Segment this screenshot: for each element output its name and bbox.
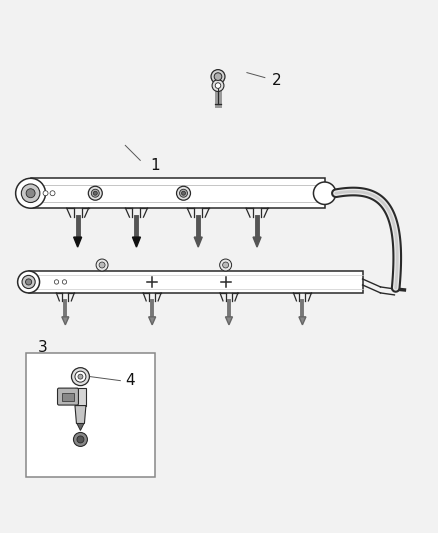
Circle shape	[180, 189, 187, 197]
Bar	[31, 178, 325, 208]
Text: 2: 2	[272, 73, 282, 88]
Text: 1: 1	[150, 158, 160, 173]
Circle shape	[177, 186, 191, 200]
Circle shape	[74, 432, 88, 447]
Circle shape	[99, 262, 105, 268]
Circle shape	[22, 276, 35, 288]
Polygon shape	[74, 237, 81, 247]
Circle shape	[91, 189, 99, 197]
Polygon shape	[62, 317, 69, 325]
Polygon shape	[226, 317, 233, 325]
Polygon shape	[253, 237, 261, 247]
Bar	[62, 393, 74, 401]
Circle shape	[43, 191, 48, 196]
Circle shape	[21, 184, 40, 203]
Polygon shape	[75, 406, 86, 424]
Circle shape	[16, 178, 46, 208]
Circle shape	[215, 83, 221, 88]
Text: 4: 4	[125, 373, 135, 388]
Circle shape	[18, 271, 39, 293]
FancyBboxPatch shape	[57, 388, 78, 405]
Circle shape	[75, 371, 86, 382]
Circle shape	[181, 191, 186, 195]
Circle shape	[71, 368, 89, 385]
Circle shape	[26, 189, 35, 198]
Polygon shape	[148, 317, 155, 325]
Circle shape	[50, 191, 55, 196]
Circle shape	[96, 259, 108, 271]
Circle shape	[54, 280, 59, 284]
Circle shape	[77, 436, 84, 443]
Circle shape	[223, 262, 229, 268]
Polygon shape	[77, 424, 84, 431]
Polygon shape	[132, 237, 141, 247]
Circle shape	[211, 70, 225, 84]
Circle shape	[62, 280, 67, 284]
Bar	[28, 271, 363, 293]
Circle shape	[25, 279, 32, 285]
Circle shape	[93, 191, 97, 195]
Circle shape	[212, 79, 224, 92]
Circle shape	[314, 182, 336, 205]
Polygon shape	[194, 237, 202, 247]
Circle shape	[214, 73, 222, 80]
Polygon shape	[299, 317, 306, 325]
Circle shape	[219, 259, 232, 271]
Bar	[25, 353, 155, 478]
Circle shape	[78, 374, 83, 379]
Bar	[75, 387, 86, 406]
Circle shape	[88, 186, 102, 200]
Text: 3: 3	[38, 340, 47, 355]
